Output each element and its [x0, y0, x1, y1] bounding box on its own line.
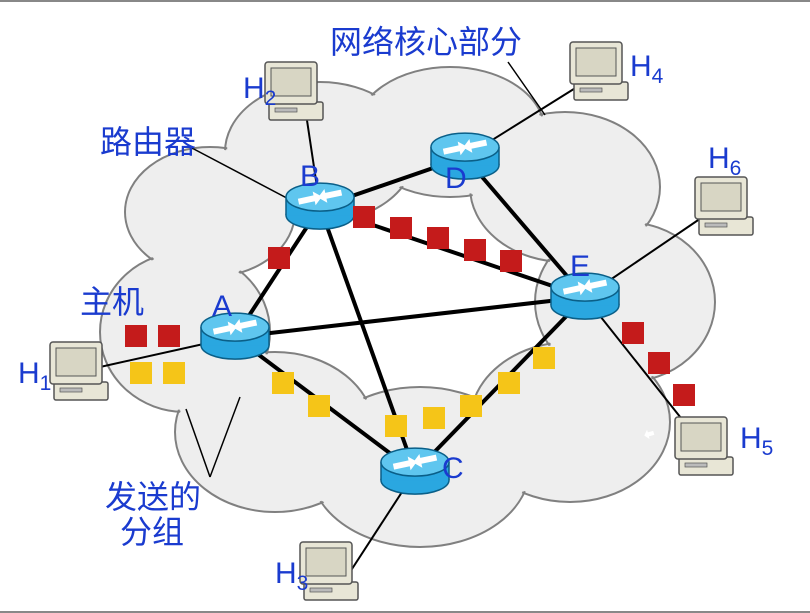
router-label-D: D — [445, 162, 467, 196]
host-label-H4: H4 — [630, 50, 663, 89]
network-diagram: 网络核心部分路由器主机发送的分组ABCDEH1H2H3H4H5H6 — [0, 0, 810, 613]
packet-red-9 — [648, 352, 670, 374]
host-label-H2: H2 — [243, 72, 276, 111]
label-core: 网络核心部分 — [330, 17, 522, 63]
packet-red-3 — [353, 206, 375, 228]
packet-yellow-2 — [272, 372, 294, 394]
host-H1 — [50, 342, 108, 400]
host-H3 — [300, 542, 358, 600]
packet-yellow-7 — [498, 372, 520, 394]
host-label-H1: H1 — [18, 357, 51, 396]
packet-yellow-8 — [533, 347, 555, 369]
packet-yellow-1 — [163, 362, 185, 384]
packet-red-7 — [500, 250, 522, 272]
packet-red-1 — [158, 325, 180, 347]
host-label-H6: H6 — [708, 142, 741, 181]
packet-red-8 — [622, 322, 644, 344]
packet-red-6 — [464, 239, 486, 261]
packet-yellow-4 — [385, 415, 407, 437]
packet-red-4 — [390, 217, 412, 239]
router-label-B: B — [300, 160, 320, 194]
host-H4 — [570, 42, 628, 100]
host-label-H3: H3 — [275, 557, 308, 596]
host-H6 — [695, 177, 753, 235]
packet-yellow-0 — [130, 362, 152, 384]
host-H5 — [675, 417, 733, 475]
packet-yellow-3 — [308, 395, 330, 417]
packet-red-5 — [427, 227, 449, 249]
packet-red-10 — [673, 384, 695, 406]
packet-red-2 — [268, 247, 290, 269]
router-label-C: C — [442, 452, 464, 486]
edge-A-E — [235, 297, 585, 337]
label-router: 路由器 — [100, 117, 196, 163]
packet-yellow-6 — [460, 395, 482, 417]
router-label-E: E — [570, 250, 590, 284]
packet-red-0 — [125, 325, 147, 347]
label-sent2: 分组 — [120, 507, 184, 553]
packet-yellow-5 — [423, 407, 445, 429]
host-label-H5: H5 — [740, 422, 773, 461]
label-host: 主机 — [80, 277, 144, 323]
router-label-A: A — [212, 290, 232, 324]
